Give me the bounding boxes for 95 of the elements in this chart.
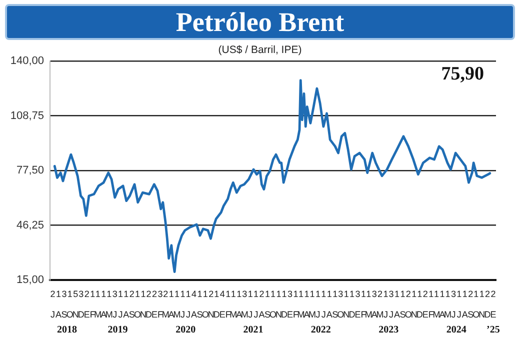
x-tick-label: 2 D [484,288,492,320]
x-tick-label: 1 M [94,288,102,320]
x-tick-label: 1 A [462,288,468,320]
x-tick-label: 1 M [105,288,113,320]
x-tick-label: 1 J [321,288,326,320]
x-tick-label: 1 O [269,288,277,320]
x-tick-label: 1 F [90,288,96,320]
text: 2019 [108,324,128,336]
x-tick-label: 2 J [50,288,56,320]
x-tick-label: 1 A [326,288,332,320]
x-tick-label: 1 N [343,288,350,320]
x-tick-label: 1 A [56,288,62,320]
x-tick-label: 1 S [400,288,406,320]
x-tick-label: 1 A [236,288,242,320]
x-tick-label: 1 N [140,288,146,320]
x-tick-label: 2 S [468,288,474,320]
x-tick-label: 3 O [337,288,344,320]
x-tick-label: 1 N [410,288,418,320]
x-tick-label: 1 D [281,288,288,320]
text: 2020 [176,324,196,336]
x-tick-label: 3 J [112,288,118,320]
x-tick-label: 1 F [428,288,434,320]
x-tick-label: 1 O [66,288,74,320]
x-tick-label: 1 A [304,288,310,320]
x-tick-label: 1 O [472,288,480,320]
x-tick-label: 1 M [444,288,452,320]
annotation: 75,90 [441,63,484,84]
x-tick-label: 5 N [72,288,79,320]
x-tick-label: 1 D [416,288,424,320]
y-tick-label: 77,50 [16,164,44,177]
x-tick-label: 2 A [258,288,265,320]
x-tick-label: 3 F [158,288,164,320]
text: 2023 [378,324,399,336]
x-tick-label: 3 A [371,288,378,320]
x-tick-label: 2 E [422,288,428,320]
x-tick-label: 2 E [152,288,158,320]
x-tick-label: 2 O [404,288,412,320]
y-tick-label: 108,75 [10,110,44,122]
text: 2021 [243,324,264,336]
x-tick-label: 1 J [248,288,253,320]
x-tick-label: 1 N [478,288,486,320]
x-tick-label: 4 E [219,288,226,320]
x-tick-label: 1 A [394,288,400,320]
x-tick-label: 1 M [432,288,440,320]
x-tick-label: 3 J [451,288,456,320]
x-tick-label: 3 S [61,288,68,320]
x-tick-label: 1 S [196,288,203,320]
y-tick-label: 140,00 [10,55,44,68]
chart-title: Petróleo Brent [5,4,515,40]
text: ’25 [486,324,500,336]
x-tick-label: 1 F [293,288,300,320]
text: 2024 [446,324,466,336]
x-tick-label: 1 M [364,288,372,320]
x-tick-label: 1 M [230,288,238,320]
x-tick-label: 1 J [253,288,258,320]
x-tick-label: 1 M [308,288,316,320]
x-tick-label: 1 D [348,288,356,320]
x-tick-label: 1 M [173,288,181,320]
x-tick-label: 2 E [490,288,496,320]
x-tick-label: 1 J [383,288,388,320]
x-tick-label: 1 S [332,288,338,320]
y-tick-label: 15,00 [16,274,44,286]
x-tick-label: 3 E [287,288,294,320]
x-tick-label: 2 N [208,288,214,320]
x-tick-label: 1 A [168,288,174,320]
chart-subtitle: (US$ / Barril, IPE) [217,44,303,56]
x-tick-label: 1 F [360,288,367,320]
x-tick-label: 3 M [240,288,248,320]
x-tick-label: 1 J [456,288,462,320]
x-tick-label: 1 J [186,288,191,320]
x-tick-label: 3 J [388,288,394,320]
x-tick-label: 1 O [134,288,141,320]
x-tick-label: 1 N [275,288,282,320]
x-tick-label: 1 D [213,288,220,320]
x-tick-label: 1 O [202,288,209,320]
x-tick-label: 3 E [354,288,361,320]
x-tick-label: 2 M [376,288,384,320]
x-tick-label: 2 S [128,288,135,320]
x-tick-label: 1 S [264,288,270,320]
text: 2022 [310,324,331,336]
x-tick-label: 2 E [84,288,90,320]
y-tick-label: 46,25 [16,219,44,232]
x-tick-label: 3 D [78,288,85,320]
x-tick-label: 4 A [191,288,198,320]
text: 2018 [57,324,78,336]
x-tick-label: 2 D [146,288,153,320]
x-tick-label: 1 J [180,288,186,320]
x-tick-label: 1 M [297,288,305,320]
x-tick-label: 1 J [118,288,123,320]
x-tick-label: 1 A [100,288,107,320]
x-tick-label: 1 F [225,288,232,320]
x-tick-label: 1 A [439,288,446,320]
x-tick-label: 1 J [316,288,321,320]
x-tick-label: 1 A [123,288,130,320]
x-tick-label: 2 M [162,288,170,320]
